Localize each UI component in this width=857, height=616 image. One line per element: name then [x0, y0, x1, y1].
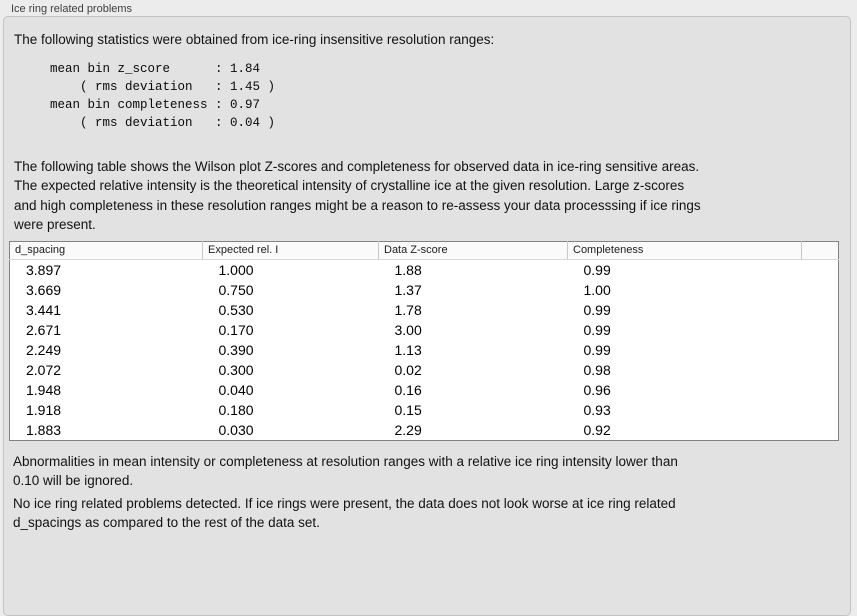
table-cell: 1.78 — [394, 301, 422, 318]
table-row[interactable]: 3.669 0.750 1.37 1.00 — [10, 280, 839, 300]
table-cell: 0.16 — [394, 381, 422, 398]
ice-ring-table: d_spacing Expected rel. I Data Z-score Comp… — [9, 240, 839, 441]
table-cell: 1.88 — [394, 261, 422, 278]
table-cell: 0.300 — [218, 361, 254, 378]
table-cell: 2.29 — [394, 421, 422, 438]
table-row[interactable]: 3.441 0.530 1.78 0.99 — [10, 300, 839, 320]
table-cell: 0.02 — [394, 361, 422, 378]
table-header-row: d_spacing Expected rel. I Data Z-score Comp… — [9, 241, 839, 260]
table-cell: 3.669 — [26, 281, 62, 298]
table-cell: 2.671 — [26, 321, 62, 338]
table-cell: 1.00 — [583, 281, 611, 298]
table-cell: 0.93 — [583, 401, 611, 418]
table-row[interactable]: 2.072 0.300 0.02 0.98 — [10, 360, 839, 380]
table-cell: 1.000 — [218, 261, 254, 278]
column-header-d-spacing[interactable]: d_spacing — [9, 241, 203, 260]
table-row[interactable]: 1.918 0.180 0.15 0.93 — [10, 400, 839, 420]
table-cell: 0.040 — [218, 381, 254, 398]
table-cell-empty — [802, 280, 839, 300]
table-cell: 0.180 — [218, 401, 254, 418]
table-cell: 0.99 — [583, 261, 611, 278]
table-cell-empty — [802, 360, 839, 380]
table-cell-empty — [802, 400, 839, 420]
conclusion-text: No ice ring related problems detected. I… — [13, 495, 676, 531]
table-cell: 1.948 — [26, 381, 62, 398]
table-body: 3.897 1.000 1.88 0.99 3.669 0.750 1.37 1.00 3.44… — [10, 259, 839, 440]
table-row[interactable]: 2.671 0.170 3.00 0.99 — [10, 320, 839, 340]
table-cell: 1.13 — [394, 341, 422, 358]
table-cell: 0.530 — [218, 301, 254, 318]
table-cell: 0.99 — [583, 321, 611, 338]
table-cell: 0.98 — [583, 361, 611, 378]
table-cell: 0.15 — [394, 401, 422, 418]
table-row[interactable]: 3.897 1.000 1.88 0.99 — [10, 259, 839, 280]
table-cell-empty — [802, 340, 839, 360]
table-cell: 0.96 — [583, 381, 611, 398]
table-cell: 3.897 — [26, 261, 62, 278]
table-cell-empty — [802, 259, 839, 280]
table-cell: 3.441 — [26, 301, 62, 318]
column-header-expected-rel-i[interactable]: Expected rel. I — [202, 241, 379, 260]
column-header-data-z-score[interactable]: Data Z-score — [378, 241, 568, 260]
table-cell: 2.072 — [26, 361, 62, 378]
table-cell: 0.99 — [583, 301, 611, 318]
ice-ring-groupbox: The following statistics were obtained f… — [3, 16, 851, 616]
panel-title: Ice ring related problems — [11, 3, 133, 15]
column-header-completeness[interactable]: Completeness — [567, 241, 802, 260]
table-cell: 1.883 — [26, 421, 62, 438]
intro-text: The following statistics were obtained f… — [14, 32, 495, 47]
table-row[interactable]: 1.948 0.040 0.16 0.96 — [10, 380, 839, 400]
stats-block: mean bin z_score : 1.84 ( rms deviation … — [50, 61, 276, 130]
table-cell: 1.37 — [394, 281, 422, 298]
table-cell-empty — [802, 320, 839, 340]
table-cell: 3.00 — [394, 321, 422, 338]
table-cell-empty — [802, 380, 839, 400]
column-header-blank[interactable] — [801, 241, 839, 260]
table-intro-text: The following table shows the Wilson plo… — [14, 158, 701, 233]
table-row[interactable]: 2.249 0.390 1.13 0.99 — [10, 340, 839, 360]
ignore-note-text: Abnormalities in mean intensity or compl… — [13, 453, 678, 489]
table-cell: 0.99 — [583, 341, 611, 358]
table-row[interactable]: 1.883 0.030 2.29 0.92 — [10, 420, 839, 441]
table-cell: 0.030 — [218, 421, 254, 438]
table-cell: 0.92 — [583, 421, 611, 438]
table-cell-empty — [802, 420, 839, 441]
table-cell: 0.390 — [218, 341, 254, 358]
table-cell: 0.750 — [218, 281, 254, 298]
table-cell: 0.170 — [218, 321, 254, 338]
table-cell-empty — [802, 300, 839, 320]
table-cell: 1.918 — [26, 401, 62, 418]
table-cell: 2.249 — [26, 341, 62, 358]
